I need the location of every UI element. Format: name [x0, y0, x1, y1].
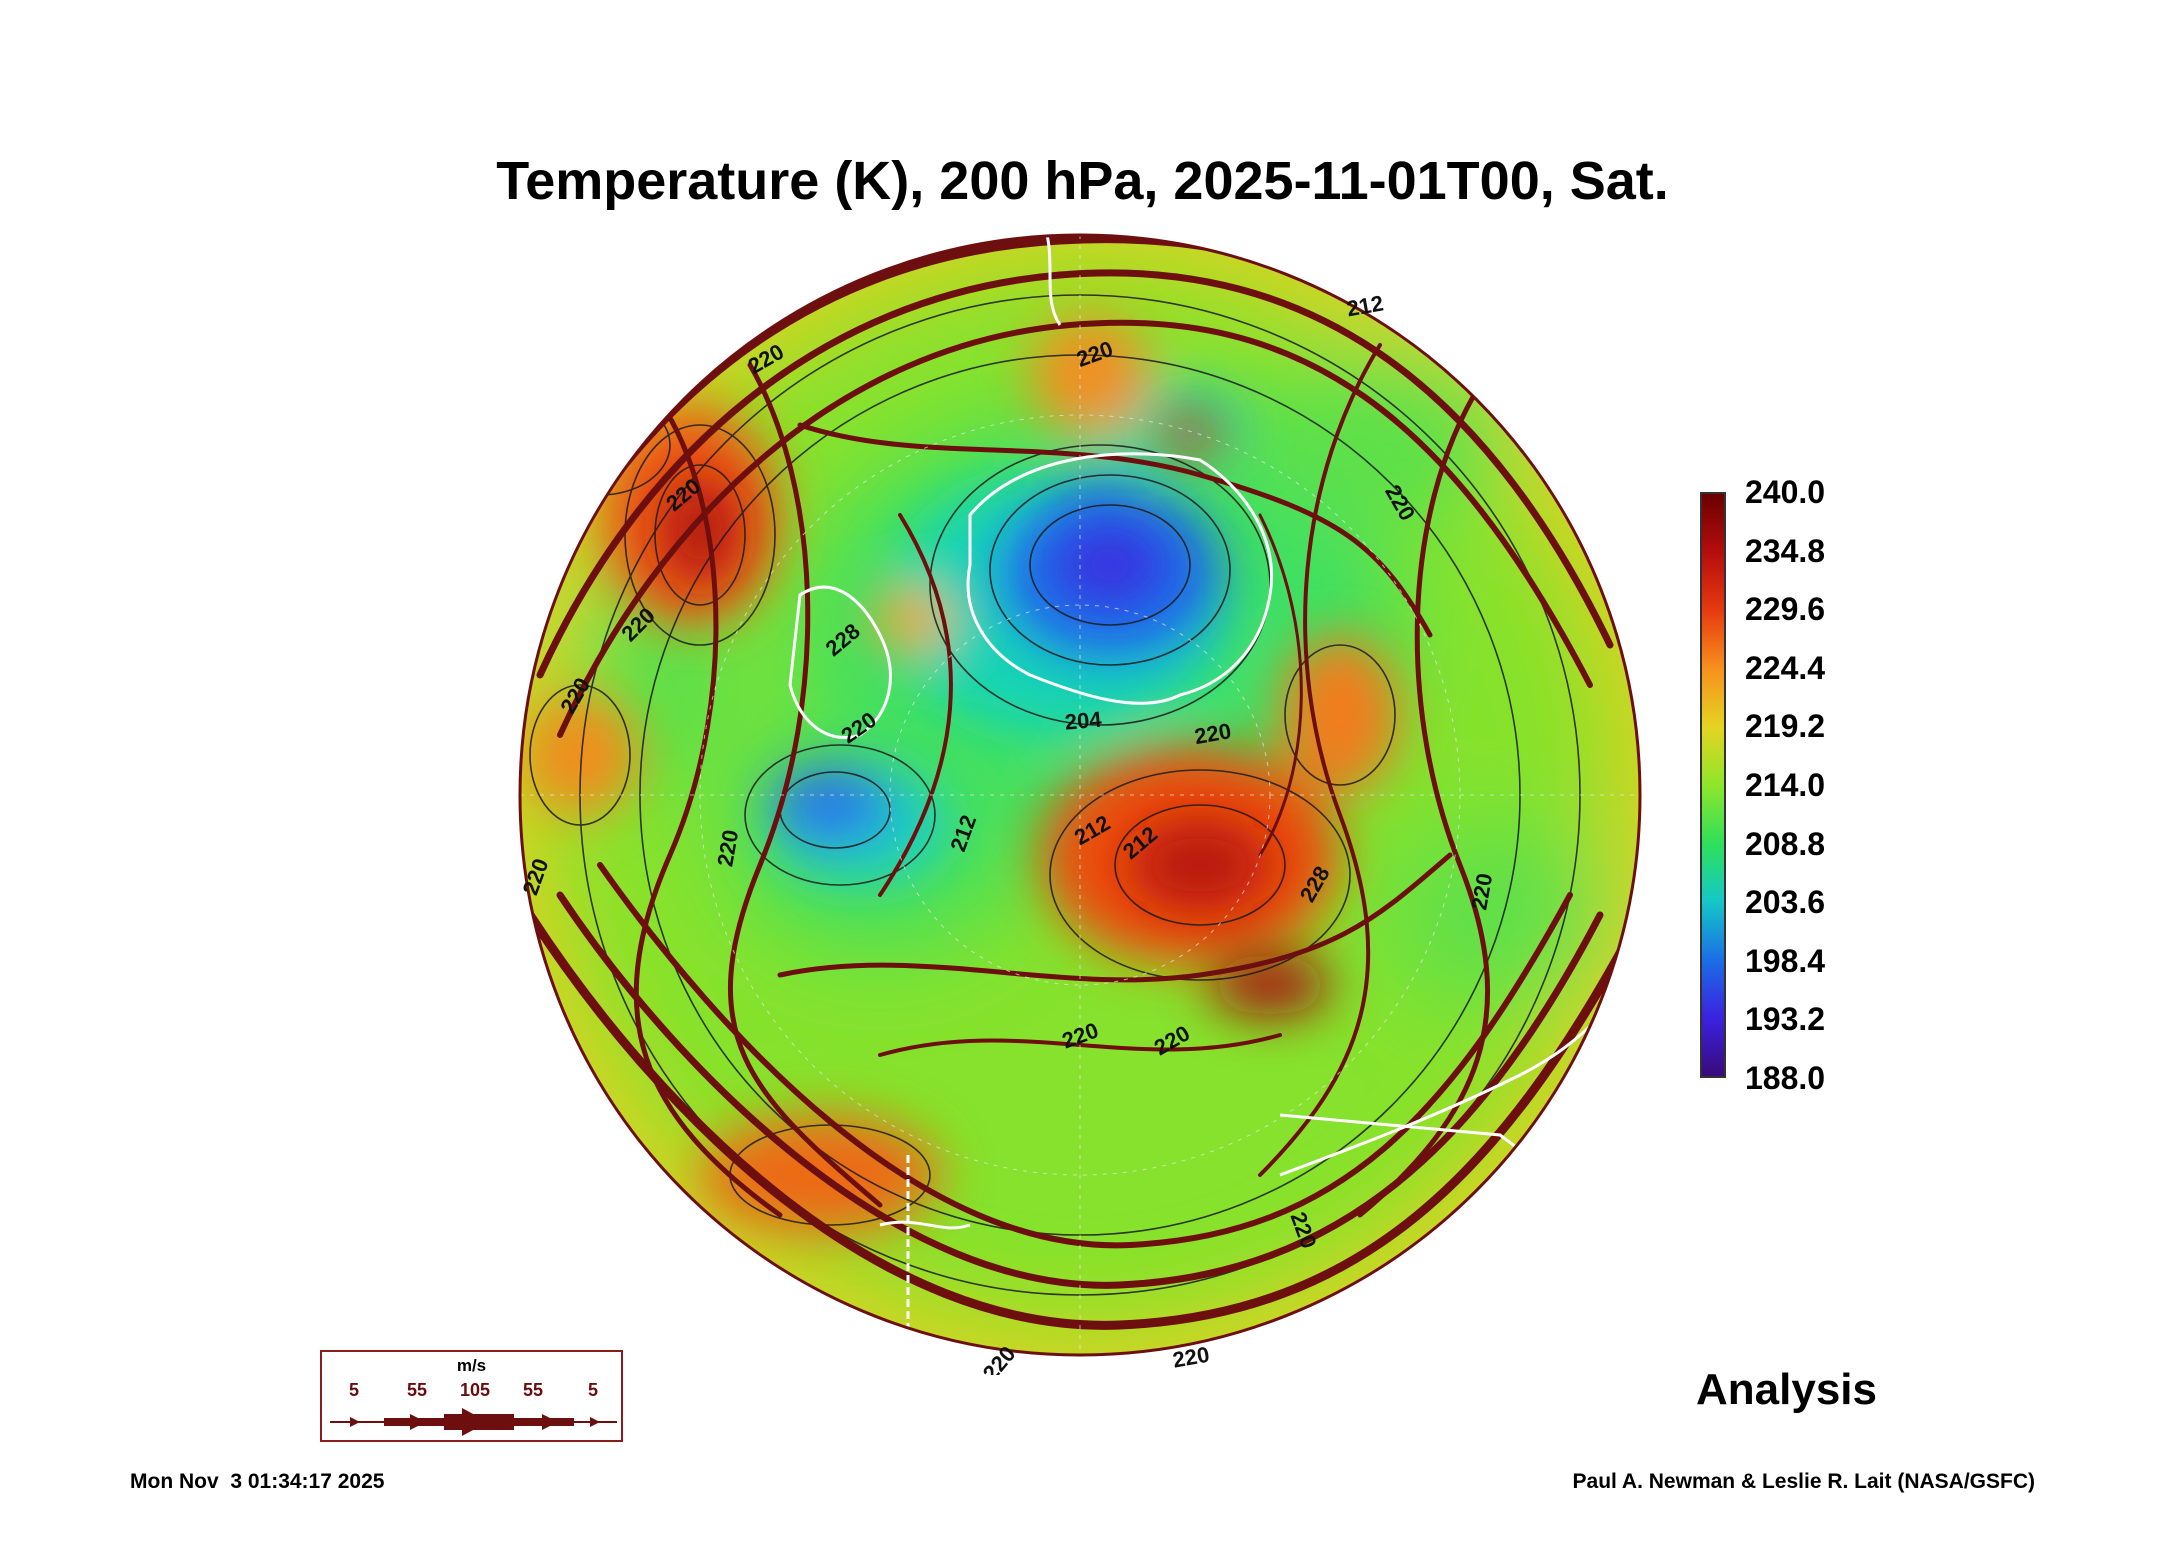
- contour-label: 204: [1064, 707, 1104, 735]
- polar-temperature-map: 2202202202202202202122202122202282202122…: [517, 233, 1642, 1375]
- credit: Paul A. Newman & Leslie R. Lait (NASA/GS…: [1572, 1470, 2035, 1493]
- contour-label: 220: [1171, 1342, 1212, 1373]
- legend-speed-5: 5: [587, 1380, 599, 1400]
- colorbar-label: 208.8: [1745, 825, 1826, 862]
- legend-speed-3: 105: [459, 1380, 491, 1400]
- colorbar-label: 193.2: [1745, 1001, 1826, 1038]
- colorbar-label: 224.4: [1745, 649, 1826, 686]
- colorbar: [1700, 492, 1726, 1078]
- timestamp: Mon Nov 3 01:34:17 2025: [130, 1470, 385, 1493]
- contour-label: 212: [1345, 290, 1386, 321]
- legend-speed-4: 55: [522, 1380, 544, 1400]
- colorbar-label: 229.6: [1745, 591, 1826, 628]
- analysis-label: Analysis: [1696, 1365, 1877, 1414]
- legend-unit: m/s: [456, 1356, 487, 1375]
- colorbar-label: 234.8: [1745, 532, 1826, 569]
- colorbar-label: 219.2: [1745, 708, 1826, 745]
- colorbar-label: 240.0: [1745, 474, 1826, 510]
- wind-speed-legend: m/s 5 55 105 55 5: [320, 1350, 623, 1442]
- colorbar-label: 203.6: [1745, 884, 1826, 921]
- colorbar-label: 198.4: [1745, 942, 1826, 979]
- plot-title: Temperature (K), 200 hPa, 2025-11-01T00,…: [496, 151, 1669, 211]
- colorbar-label: 188.0: [1745, 1060, 1826, 1096]
- legend-speed-1: 5: [348, 1380, 360, 1400]
- wind-arrow-icon: [330, 1408, 617, 1436]
- colorbar-label: 214.0: [1745, 767, 1826, 803]
- legend-speed-2: 55: [406, 1380, 428, 1400]
